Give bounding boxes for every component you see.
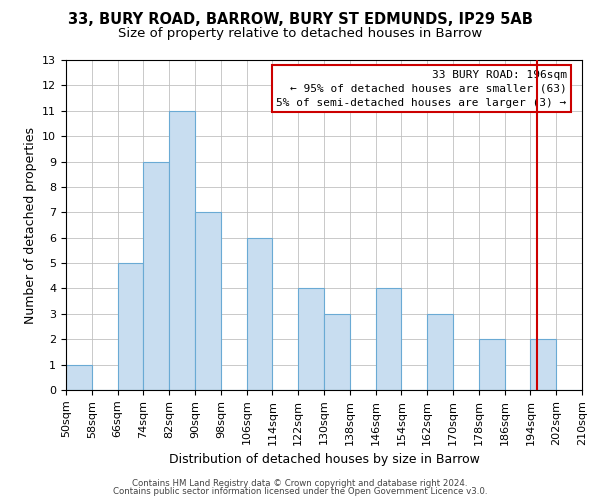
Text: 33, BURY ROAD, BARROW, BURY ST EDMUNDS, IP29 5AB: 33, BURY ROAD, BARROW, BURY ST EDMUNDS, … (68, 12, 532, 28)
Bar (247, 238, 272, 390)
Bar (169, 111, 195, 390)
Y-axis label: Number of detached properties: Number of detached properties (23, 126, 37, 324)
X-axis label: Distribution of detached houses by size in Barrow: Distribution of detached houses by size … (169, 453, 479, 466)
Text: Contains public sector information licensed under the Open Government Licence v3: Contains public sector information licen… (113, 487, 487, 496)
Bar (143, 162, 169, 390)
Text: Contains HM Land Registry data © Crown copyright and database right 2024.: Contains HM Land Registry data © Crown c… (132, 478, 468, 488)
Bar (195, 212, 221, 390)
Bar (427, 314, 453, 390)
Bar (479, 339, 505, 390)
Bar (118, 263, 143, 390)
Bar (66, 364, 92, 390)
Bar (530, 339, 556, 390)
Text: 33 BURY ROAD: 196sqm
← 95% of detached houses are smaller (63)
5% of semi-detach: 33 BURY ROAD: 196sqm ← 95% of detached h… (276, 70, 566, 108)
Bar (324, 314, 350, 390)
Bar (298, 288, 324, 390)
Text: Size of property relative to detached houses in Barrow: Size of property relative to detached ho… (118, 28, 482, 40)
Bar (376, 288, 401, 390)
